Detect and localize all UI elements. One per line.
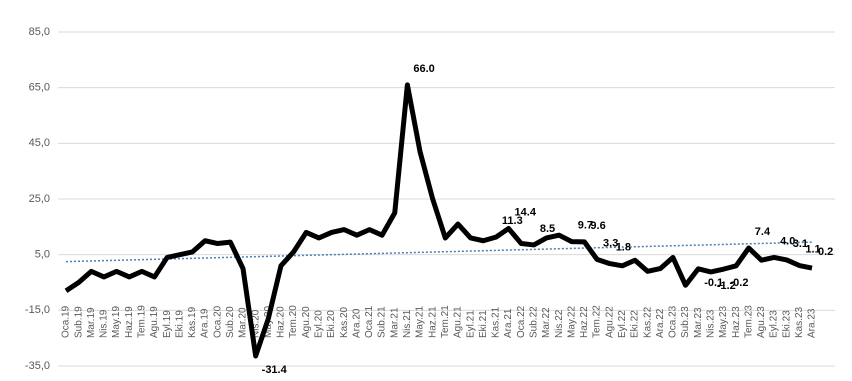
x-tick-label: Ara.19	[200, 308, 211, 338]
value-label: 0.2	[818, 246, 833, 258]
x-tick-label: Mar.21	[389, 307, 400, 338]
x-tick-label: Agu.22	[604, 306, 615, 338]
value-label: 1.8	[616, 241, 631, 253]
value-label: 11.3	[502, 215, 523, 227]
y-tick-label: 85,0	[29, 26, 50, 38]
value-label: 3.1	[793, 238, 808, 250]
x-tick-label: Eyl.19	[162, 310, 173, 338]
x-tick-label: Kas.23	[794, 306, 805, 338]
y-tick-label: 25,0	[29, 193, 50, 205]
x-tick-label: Eki.22	[630, 310, 641, 338]
x-tick-label: Sub.22	[528, 306, 539, 338]
value-label: -0.2	[729, 277, 748, 289]
value-label: 4.0	[780, 235, 795, 247]
value-label: 9.6	[590, 220, 605, 232]
x-tick-label: Eyl.21	[465, 310, 476, 338]
x-tick-label: Haz.23	[731, 306, 742, 338]
value-label: 1.1	[805, 243, 820, 255]
x-tick-label: May.21	[415, 306, 426, 338]
x-tick-label: Ara.22	[655, 308, 666, 338]
x-tick-label: May.19	[111, 306, 122, 338]
x-tick-label: Mar.20	[238, 307, 249, 338]
value-label: 14.4	[515, 206, 537, 218]
x-tick-label: Oca.21	[364, 305, 375, 338]
x-tick-label: Nis.19	[99, 309, 110, 338]
x-tick-label: Mar.23	[693, 307, 704, 338]
x-tick-label: Ara.23	[807, 308, 818, 338]
x-tick-label: Nis.22	[554, 309, 565, 338]
x-tick-label: Eki.20	[326, 310, 337, 338]
value-label: 9.7	[578, 219, 593, 231]
value-label: -1.2	[717, 280, 736, 292]
trendline	[65, 241, 813, 263]
x-tick-label: Oca.19	[61, 305, 72, 338]
x-tick-label: Nis.20	[250, 309, 261, 338]
line	[64, 82, 813, 359]
x-tick-label: Tem.22	[592, 305, 603, 338]
x-tick-label: Kas.20	[339, 306, 350, 338]
x-tick-label: Kas.19	[187, 306, 198, 338]
x-tick-label: Eyl.23	[769, 310, 780, 338]
x-tick-label: Agu.19	[149, 306, 160, 338]
x-tick-label: Eki.21	[478, 310, 489, 338]
x-tick-label: May.23	[718, 306, 729, 338]
x-tick-label: Sub.23	[680, 306, 691, 338]
value-label: 3.3	[603, 237, 618, 249]
value-label: -31.4	[262, 364, 288, 376]
x-tick-label: Eki.23	[781, 310, 792, 338]
x-tick-label: Haz.20	[276, 306, 287, 338]
x-tick-label: May.22	[566, 306, 577, 338]
x-tick-label: Nis.21	[402, 309, 413, 338]
x-tick-label: Ara.20	[351, 308, 362, 338]
x-tick-label: Eyl.22	[617, 310, 628, 338]
x-tick-label: Mar.22	[541, 307, 552, 338]
x-tick-label: Kas.21	[491, 306, 502, 338]
y-tick-label: -15,0	[25, 304, 50, 316]
y-tick-label: -35,0	[25, 360, 50, 372]
x-tick-label: Agu.21	[453, 306, 464, 338]
x-tick-label: Oca.20	[212, 305, 223, 338]
x-tick-label: Tem.19	[137, 305, 148, 338]
x-tick-label: Eki.19	[174, 310, 185, 338]
value-label: -0.1	[704, 277, 723, 289]
x-tick-label: Sub.21	[377, 306, 388, 338]
y-tick-label: 65,0	[29, 82, 50, 94]
x-tick-label: Haz.19	[124, 306, 135, 338]
x-tick-label: Haz.22	[579, 306, 590, 338]
x-tick-label: Kas.22	[642, 306, 653, 338]
x-tick-label: Oca.22	[516, 305, 527, 338]
value-label: 66.0	[413, 63, 434, 75]
x-tick-label: Eyl.20	[314, 310, 325, 338]
x-tick-label: Agu.23	[756, 306, 767, 338]
y-tick-label: 5,0	[35, 249, 50, 261]
x-tick-label: Sub.20	[225, 306, 236, 338]
x-tick-label: Nis.23	[705, 309, 716, 338]
value-label: 8.5	[540, 223, 555, 235]
x-tick-label: Haz.21	[427, 306, 438, 338]
x-tick-label: Tem.23	[743, 305, 754, 338]
value-label: 7.4	[755, 226, 771, 238]
x-tick-label: Oca.23	[668, 305, 679, 338]
y-tick-label: 45,0	[29, 137, 50, 149]
x-tick-label: Ara.21	[503, 308, 514, 338]
x-tick-label: Tem.20	[288, 305, 299, 338]
x-tick-label: Tem.21	[440, 305, 451, 338]
x-tick-label: Sub.19	[73, 306, 84, 338]
x-tick-label: Agu.20	[301, 306, 312, 338]
x-tick-label: Mar.19	[86, 307, 97, 338]
